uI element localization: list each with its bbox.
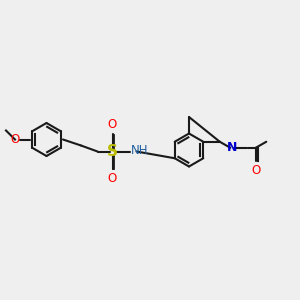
Text: O: O	[251, 164, 260, 177]
Text: O: O	[10, 133, 20, 146]
Text: O: O	[108, 172, 117, 184]
Text: O: O	[108, 118, 117, 131]
Text: NH: NH	[131, 143, 148, 157]
Text: S: S	[107, 144, 118, 159]
Text: N: N	[226, 141, 237, 154]
